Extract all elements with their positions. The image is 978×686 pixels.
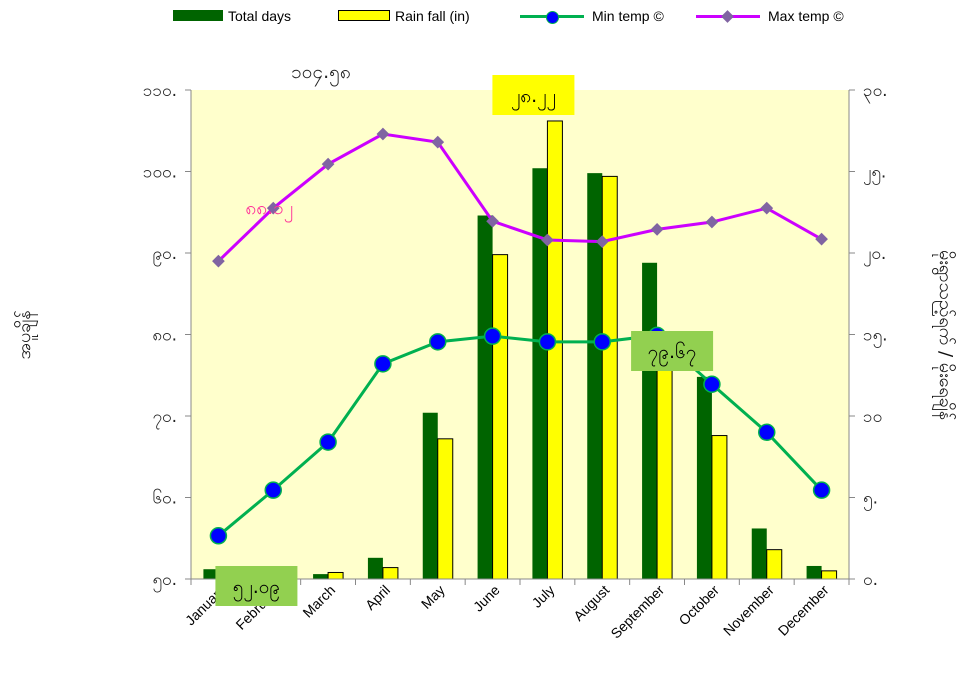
x-tick-label-december: December bbox=[775, 582, 832, 639]
bar-rain-fall-december bbox=[821, 570, 838, 580]
annotation-box bbox=[492, 75, 575, 115]
bar-rain-fall-august bbox=[601, 175, 618, 580]
bar-rain-fall-may bbox=[437, 438, 454, 580]
bar-total-days-june bbox=[477, 215, 493, 579]
bar-series-group bbox=[203, 120, 838, 580]
point-min-temp-december bbox=[812, 481, 831, 499]
bar-total-days-may bbox=[422, 412, 438, 579]
bar-total-days-december bbox=[806, 565, 822, 579]
plot-area bbox=[191, 90, 849, 579]
x-tick-label-march: March bbox=[299, 582, 338, 621]
left-tick-label: ၈၀. bbox=[152, 326, 177, 346]
bar-total-days-july bbox=[532, 168, 548, 580]
right-tick-label: ၂၀. bbox=[863, 244, 886, 267]
right-tick-label: ၃၀. bbox=[863, 81, 888, 104]
point-min-temp-april bbox=[374, 355, 392, 373]
left-tick-label: ၇၀. bbox=[152, 407, 177, 430]
point-min-temp-february bbox=[264, 481, 282, 499]
right-tick-label: ၅. bbox=[863, 489, 878, 512]
left-tick-label: ၆၀. bbox=[152, 488, 177, 509]
point-min-temp-july bbox=[538, 333, 557, 351]
annotation-1: ၈၈.၁၂ bbox=[245, 197, 293, 223]
bar-total-days-september bbox=[642, 262, 658, 579]
point-max-temp-april bbox=[376, 127, 390, 141]
annotation-3: ၇၉.၆၇ bbox=[631, 331, 714, 371]
point-max-temp-march bbox=[321, 157, 335, 171]
legend-label-min-temp: Min temp © bbox=[592, 8, 664, 24]
annotation-text: ၈၈.၁၂ bbox=[245, 197, 293, 223]
legend-swatch-total-days bbox=[173, 10, 223, 21]
annotation-4: ၅၂.၀၉ bbox=[215, 566, 298, 606]
x-tick-label-august: August bbox=[570, 582, 612, 624]
point-min-temp-march bbox=[319, 433, 337, 451]
x-tick-label-april: April bbox=[362, 582, 393, 613]
annotation-text: ၅၂.၀၉ bbox=[233, 576, 280, 602]
x-tick-label-september: September bbox=[607, 582, 667, 642]
annotation-0: ၁၀၄.၅၈ bbox=[291, 61, 351, 87]
x-tick-label-july: July bbox=[529, 582, 558, 611]
legend-label-rain-fall: Rain fall (in) bbox=[395, 8, 470, 24]
point-min-temp-october bbox=[703, 375, 721, 393]
legend-label-max-temp: Max temp © bbox=[768, 8, 844, 24]
point-min-temp-august bbox=[593, 333, 611, 351]
right-axis-title: မိုးရွာသည့်ရက် / မိုးရေချိန် bbox=[932, 250, 956, 420]
right-tick-label: ၂၅. bbox=[863, 163, 886, 186]
x-tick-label-november: November bbox=[720, 582, 777, 639]
x-tick-label-october: October bbox=[676, 582, 723, 629]
left-tick-label: ၅၀. bbox=[152, 570, 177, 593]
bar-rain-fall-november bbox=[766, 549, 783, 580]
left-tick-label: ၁၁၀. bbox=[143, 81, 177, 101]
line-max-temp bbox=[217, 132, 823, 263]
chart-legend: Total days Rain fall (in) Min temp © Max… bbox=[0, 6, 978, 26]
annotation-text: ၁၀၄.၅၈ bbox=[291, 61, 351, 87]
point-max-temp-june bbox=[486, 214, 499, 228]
bar-total-days-april bbox=[367, 557, 383, 579]
legend-label-total-days: Total days bbox=[228, 8, 292, 24]
annotation-box bbox=[215, 566, 298, 606]
annotation-text: ၇၉.၆၇ bbox=[648, 340, 697, 367]
annotation-box bbox=[631, 331, 714, 371]
bar-rain-fall-april bbox=[382, 567, 399, 580]
bar-rain-fall-september bbox=[656, 351, 673, 580]
point-min-temp-november bbox=[758, 423, 776, 442]
x-tick-label-may: May bbox=[418, 582, 448, 612]
bar-rain-fall-march bbox=[327, 571, 344, 580]
point-max-temp-january bbox=[212, 254, 225, 268]
line-min-temp bbox=[217, 333, 823, 537]
bar-total-days-november bbox=[751, 528, 767, 579]
annotation-2: ၂၈.၂၂ bbox=[492, 75, 575, 115]
bar-total-days-october bbox=[696, 376, 712, 579]
bar-total-days-january bbox=[203, 569, 219, 579]
bar-total-days-march bbox=[313, 574, 329, 579]
point-max-temp-may bbox=[431, 135, 445, 149]
bar-rain-fall-october bbox=[711, 435, 728, 580]
annotation-text: ၂၈.၂၂ bbox=[511, 85, 556, 111]
point-min-temp-may bbox=[429, 333, 447, 351]
bar-rain-fall-june bbox=[492, 254, 509, 580]
left-tick-label: ၁၀၀. bbox=[143, 163, 177, 183]
point-max-temp-february bbox=[266, 201, 280, 215]
point-min-temp-june bbox=[483, 327, 502, 345]
left-axis-title: အပူချိန် bbox=[14, 310, 38, 359]
legend-marker-min-temp bbox=[546, 11, 559, 24]
legend-swatch-rain-fall bbox=[338, 10, 390, 21]
right-tick-label: ၀. bbox=[863, 570, 878, 590]
x-tick-label-june: June bbox=[470, 582, 503, 615]
point-min-temp-january bbox=[209, 527, 228, 545]
bar-total-days-august bbox=[587, 173, 603, 579]
left-tick-label: ၉၀. bbox=[152, 244, 177, 267]
right-tick-label: ၁၀ bbox=[863, 407, 882, 427]
right-tick-label: ၁၅. bbox=[863, 326, 888, 349]
